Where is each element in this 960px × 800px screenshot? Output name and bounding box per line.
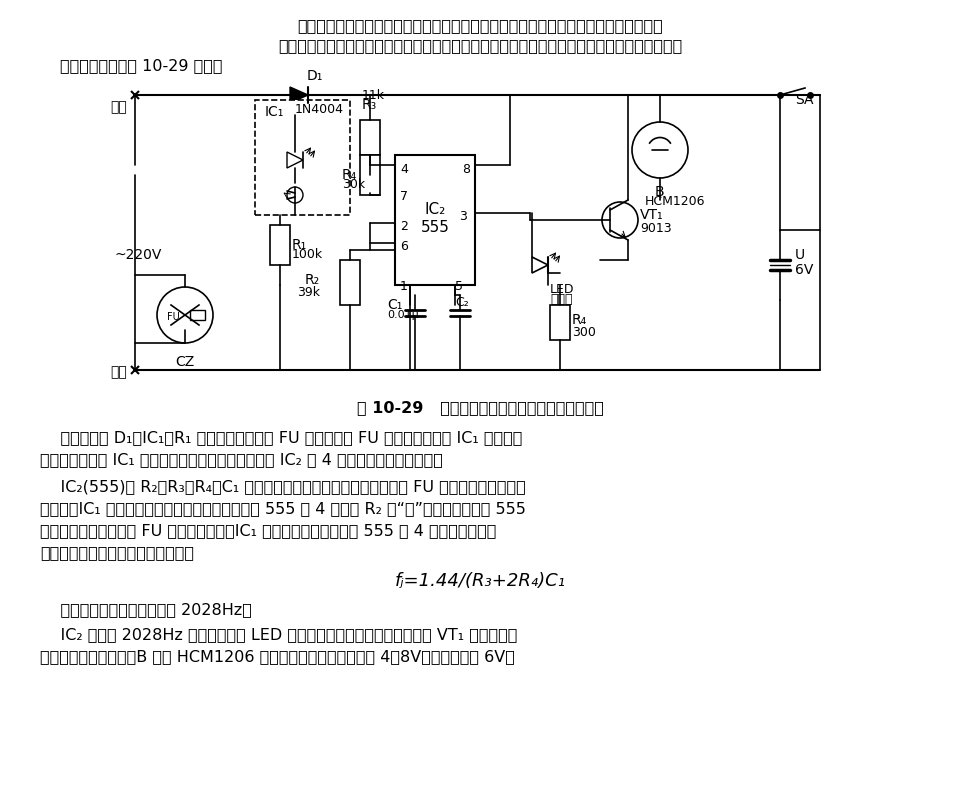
Text: U: U (795, 248, 805, 262)
Text: 2: 2 (400, 220, 408, 233)
Text: 3: 3 (459, 210, 467, 223)
Text: 处于强制复位状态。当 FU 因过荷熴断后，IC₁ 的光敏管饱和导通，使 555 的 4 脚呈高电位，则: 处于强制复位状态。当 FU 因过荷熴断后，IC₁ 的光敏管饱和导通，使 555 … (40, 523, 496, 538)
Bar (190, 310, 205, 320)
Text: B: B (655, 185, 664, 199)
Bar (340, 260, 360, 305)
Text: 号。它的电路由过荷断路检测电路、光电耦合器和音频振荡器等组成，具有光电隔离、用电安全: 号。它的电路由过荷断路检测电路、光电耦合器和音频振荡器等组成，具有光电隔离、用电… (277, 38, 683, 53)
Bar (395, 155, 475, 285)
Text: 图示参数的振荡频率设计为 2028Hz。: 图示参数的振荡频率设计为 2028Hz。 (40, 602, 252, 617)
Text: IC₁: IC₁ (265, 105, 284, 119)
Text: D₁: D₁ (307, 69, 324, 83)
Text: 7: 7 (400, 190, 408, 203)
Text: 6V: 6V (795, 263, 813, 277)
Text: R₂: R₂ (305, 273, 320, 287)
Polygon shape (290, 87, 308, 103)
Text: C₁: C₁ (387, 298, 402, 312)
Bar (550, 305, 570, 340)
Text: 1N4004: 1N4004 (295, 103, 344, 116)
Text: 本保安插座具有保险丝过荷熴断及声光报警功能，一旦保险丝熴断，即发出声光报警信: 本保安插座具有保险丝过荷熴断及声光报警功能，一旦保险丝熴断，即发出声光报警信 (298, 18, 662, 33)
Text: 300: 300 (572, 326, 596, 338)
Text: 8: 8 (462, 163, 470, 176)
Text: R₄: R₄ (572, 313, 588, 327)
Text: fⱼ=1.44/(R₃+2R₄)C₁: fⱼ=1.44/(R₃+2R₄)C₁ (395, 572, 565, 590)
Text: 6: 6 (400, 240, 408, 253)
Text: 检测电路由 D₁、IC₁、R₁ 组成，它与保险丝 FU 并联。一旦 FU 因过荷熴断，则 IC₁ 内的发光: 检测电路由 D₁、IC₁、R₁ 组成，它与保险丝 FU 并联。一旦 FU 因过荷… (40, 430, 522, 445)
Text: 9013: 9013 (640, 222, 672, 234)
Text: 4: 4 (400, 163, 408, 176)
Text: 1: 1 (400, 280, 408, 293)
Text: （红）: （红） (550, 293, 572, 306)
Bar (360, 155, 380, 195)
Text: VT₁: VT₁ (640, 208, 663, 222)
Text: HCM1206: HCM1206 (645, 195, 706, 208)
Text: 相线: 相线 (110, 100, 127, 114)
Text: IC₂: IC₂ (424, 202, 445, 218)
Text: C₂: C₂ (455, 295, 468, 309)
Text: 零线: 零线 (110, 365, 127, 379)
Text: 11k: 11k (362, 89, 385, 102)
Text: 等特点，电路如图 10-29 所示。: 等特点，电路如图 10-29 所示。 (60, 58, 223, 73)
Text: R₃: R₃ (362, 98, 377, 112)
Text: 30k: 30k (342, 178, 365, 191)
Text: 多谐振荡器随即起振，其谐振频率为: 多谐振荡器随即起振，其谐振频率为 (40, 545, 194, 560)
Text: 555: 555 (420, 221, 449, 235)
Bar (255, 100, 350, 215)
Text: SA: SA (795, 93, 813, 107)
Text: 二极管发光，使 IC₁ 内另一侧的光敏三极管导通，为 IC₂ 的 4 脚提供了正常工作电压。: 二极管发光，使 IC₁ 内另一侧的光敏三极管导通，为 IC₂ 的 4 脚提供了正… (40, 452, 443, 467)
Text: 39k: 39k (297, 286, 320, 298)
Text: 磁误响器及发声告警。B 选用 HCM1206 型误响器，它的工作电压为 4～8V，额定电压为 6V，: 磁误响器及发声告警。B 选用 HCM1206 型误响器，它的工作电压为 4～8V… (40, 649, 515, 664)
Text: CZ: CZ (176, 355, 195, 369)
Text: 图 10-29   保险丝过荷熴断声光报警保安插座电路: 图 10-29 保险丝过荷熴断声光报警保安插座电路 (356, 400, 604, 415)
Text: FU: FU (167, 312, 180, 322)
Bar (270, 225, 290, 265)
Text: 路短接，IC₁ 不工作，其光敏管呈截断状态。此时 555 的 4 脚通过 R₂ 到“地”，呈低电位，使 555: 路短接，IC₁ 不工作，其光敏管呈截断状态。此时 555 的 4 脚通过 R₂ … (40, 501, 526, 516)
Text: 5: 5 (455, 280, 463, 293)
Text: R₄: R₄ (342, 168, 357, 182)
Text: 100k: 100k (292, 249, 324, 262)
Text: 0.01μ: 0.01μ (387, 310, 419, 320)
Text: IC₂ 输出的 2028Hz 脉冲方波驱动 LED 闪烁发光（红色），同时经小功率 VT₁ 驱动小型电: IC₂ 输出的 2028Hz 脉冲方波驱动 LED 闪烁发光（红色），同时经小功… (40, 627, 517, 642)
Text: ~220V: ~220V (115, 248, 162, 262)
Text: LED: LED (550, 283, 574, 296)
Text: IC₂(555)与 R₂、R₃、R₄、C₁ 等组成一个可控多谐振荡器。当保险丝 FU 完好时，它将检测电: IC₂(555)与 R₂、R₃、R₄、C₁ 等组成一个可控多谐振荡器。当保险丝 … (40, 479, 526, 494)
Text: R₁: R₁ (292, 238, 307, 252)
Bar (360, 120, 380, 155)
